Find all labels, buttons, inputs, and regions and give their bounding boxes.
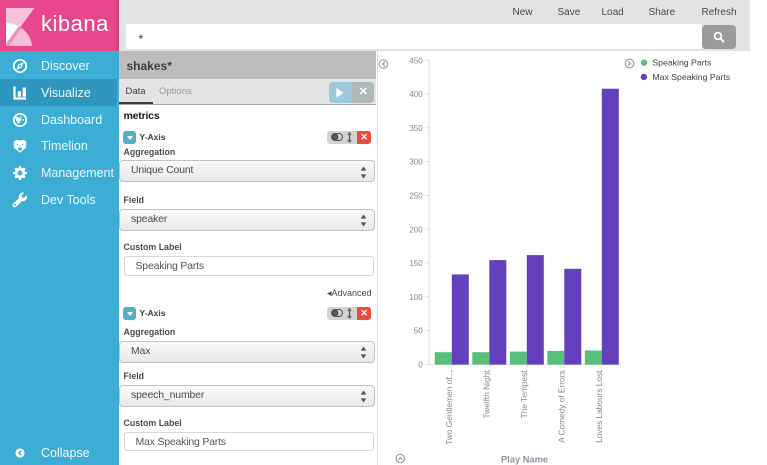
svg-text:100: 100 [409,293,423,302]
svg-text:200: 200 [409,225,423,234]
svg-text:Loves Labours Lost: Loves Labours Lost [594,370,604,443]
svg-text:350: 350 [409,124,423,133]
svg-text:300: 300 [409,158,423,167]
svg-text:The Tempest: The Tempest [519,370,529,419]
svg-text:Speaking Parts: Speaking Parts [652,58,712,68]
svg-text:A Comedy of Errors: A Comedy of Errors [556,371,566,443]
svg-text:Two Gentlemen of...: Two Gentlemen of... [444,371,454,445]
svg-text:Play Name: Play Name [501,455,548,465]
svg-text:Max Speaking Parts: Max Speaking Parts [652,72,730,82]
svg-text:150: 150 [409,259,423,268]
svg-text:50: 50 [414,327,423,336]
svg-text:0: 0 [418,361,423,370]
svg-text:450: 450 [409,56,423,65]
svg-text:400: 400 [409,90,423,99]
svg-text:250: 250 [409,192,423,201]
svg-text:Twelfth Night: Twelfth Night [481,370,491,419]
